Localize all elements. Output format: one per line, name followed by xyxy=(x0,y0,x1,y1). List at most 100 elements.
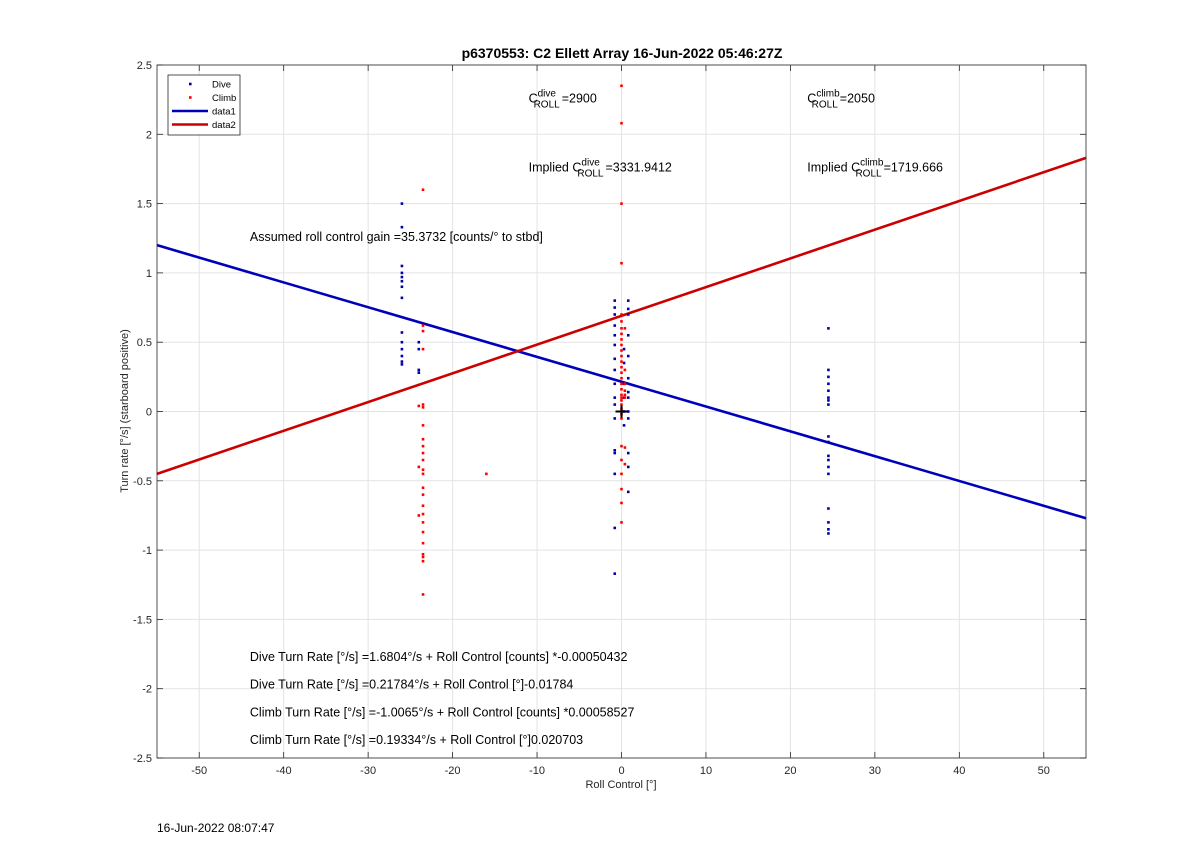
point-climb xyxy=(620,382,623,386)
point-dive xyxy=(626,451,630,455)
chart-title: p6370553: C2 Ellett Array 16-Jun-2022 05… xyxy=(462,45,783,61)
annotation-eq2: Dive Turn Rate [°/s] =0.21784°/s + Roll … xyxy=(250,678,574,692)
point-dive xyxy=(626,354,630,358)
point-climb xyxy=(421,521,425,524)
point-climb xyxy=(417,404,421,408)
point-dive xyxy=(827,507,830,510)
annotation-subscript: ROLL xyxy=(534,99,561,110)
point-dive xyxy=(400,285,404,289)
point-dive xyxy=(400,347,404,351)
point-climb xyxy=(421,530,425,534)
point-climb xyxy=(620,338,623,341)
point-dive xyxy=(626,490,630,494)
point-climb xyxy=(421,437,425,441)
point-climb xyxy=(620,396,623,399)
fit-lines xyxy=(156,156,1087,520)
annotation-base: C xyxy=(851,161,860,175)
point-climb xyxy=(623,389,627,393)
point-dive xyxy=(400,340,404,344)
annotation-c-dive: Cdive ROLL =2900 xyxy=(529,88,597,110)
point-climb xyxy=(620,332,623,336)
point-dive xyxy=(827,382,830,386)
point-climb xyxy=(421,468,425,472)
x-tick-label: 0 xyxy=(618,765,624,777)
point-dive xyxy=(626,307,630,311)
point-dive xyxy=(400,331,404,334)
annotation-subscript: ROLL xyxy=(577,169,604,180)
point-dive xyxy=(613,324,617,327)
annotation-value: =1719.666 xyxy=(884,161,943,175)
point-climb xyxy=(421,552,425,556)
point-dive xyxy=(827,327,830,330)
point-dive xyxy=(417,371,421,374)
point-dive xyxy=(626,465,630,469)
point-climb xyxy=(620,371,623,374)
point-climb xyxy=(623,382,627,386)
point-dive xyxy=(400,363,404,366)
legend-swatch-dive xyxy=(189,82,192,86)
point-dive xyxy=(613,403,617,406)
x-tick-label: -20 xyxy=(445,765,461,777)
point-climb xyxy=(620,121,623,125)
point-dive xyxy=(827,440,830,444)
annotation-eq3: Climb Turn Rate [°/s] =-1.0065°/s + Roll… xyxy=(250,705,635,719)
point-climb xyxy=(421,451,425,455)
point-climb xyxy=(421,347,425,351)
annotation-prefix: Implied xyxy=(807,161,851,175)
legend: Dive Climb data1 data2 xyxy=(167,74,241,136)
y-tick-label: 0 xyxy=(146,407,152,419)
point-climb xyxy=(421,559,425,563)
point-dive xyxy=(827,368,830,372)
point-climb xyxy=(620,393,623,397)
x-tick-label: -30 xyxy=(360,765,376,777)
point-climb xyxy=(620,417,623,420)
point-dive xyxy=(827,465,830,469)
point-dive xyxy=(827,528,830,531)
annotation-value: =2900 xyxy=(562,91,597,105)
fit-line-data1 xyxy=(156,243,1087,520)
annotation-superscript: climb xyxy=(860,158,884,169)
point-dive xyxy=(613,333,617,337)
point-dive xyxy=(613,451,617,455)
annotation-value: =3331.9412 xyxy=(605,161,671,175)
point-climb xyxy=(620,388,623,391)
point-climb xyxy=(620,501,623,505)
point-climb xyxy=(421,424,425,427)
x-tick-label: 10 xyxy=(700,765,712,777)
point-dive xyxy=(400,275,404,279)
annotation-base: C xyxy=(572,161,581,175)
y-tick-label: 2.5 xyxy=(137,60,152,72)
point-climb xyxy=(620,458,623,462)
annotation-superscript: climb xyxy=(816,88,840,99)
annotation-subscript: ROLL xyxy=(855,169,882,180)
origin-marker xyxy=(615,405,628,418)
point-climb xyxy=(620,472,623,476)
point-climb xyxy=(623,393,627,397)
point-climb xyxy=(620,261,623,265)
legend-label-data1: data1 xyxy=(212,107,236,118)
annotation-subscript: ROLL xyxy=(812,99,839,110)
point-dive xyxy=(400,354,404,358)
legend-label-climb: Climb xyxy=(212,93,236,104)
point-climb xyxy=(620,365,623,369)
fit-line-data2 xyxy=(156,156,1087,476)
point-climb xyxy=(417,514,421,517)
point-climb xyxy=(421,403,425,406)
point-dive xyxy=(626,376,630,380)
y-tick-label: 1 xyxy=(146,268,152,280)
timestamp: 16-Jun-2022 08:07:47 xyxy=(157,821,275,835)
y-tick-label: 2 xyxy=(146,129,152,141)
point-climb xyxy=(421,504,425,508)
point-dive xyxy=(626,313,630,316)
point-climb xyxy=(623,446,627,449)
point-climb xyxy=(421,324,425,327)
point-dive xyxy=(626,299,630,302)
point-climb xyxy=(421,541,425,545)
point-climb xyxy=(620,403,623,406)
point-dive xyxy=(827,399,830,402)
point-dive xyxy=(827,472,830,476)
axes-box xyxy=(156,64,1087,759)
x-tick-label: 30 xyxy=(869,765,881,777)
